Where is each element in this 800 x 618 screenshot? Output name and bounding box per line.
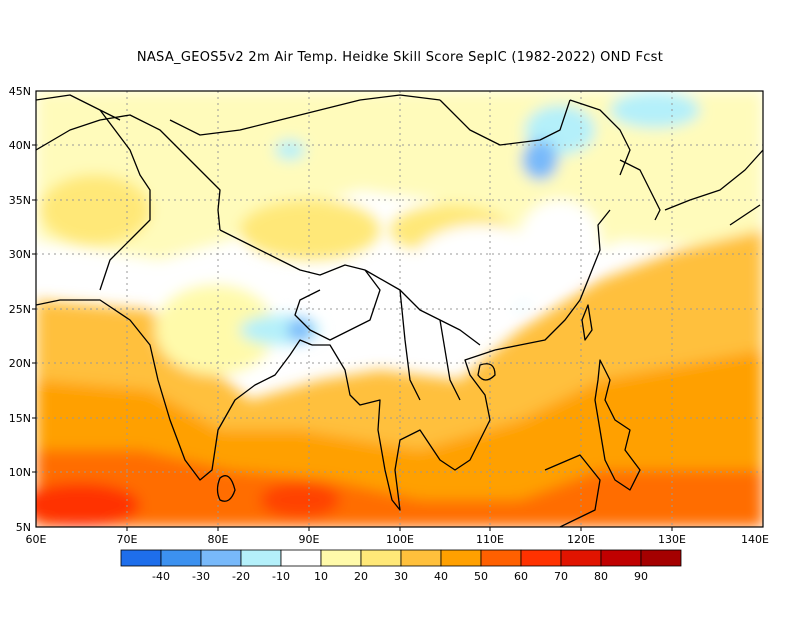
lat-label: 10N bbox=[9, 466, 31, 479]
colorbar-swatch bbox=[440, 549, 482, 567]
colorbar-swatch bbox=[600, 549, 642, 567]
lat-label: 35N bbox=[9, 194, 31, 207]
lon-label: 130E bbox=[658, 533, 686, 546]
colorbar-label: 60 bbox=[514, 570, 528, 583]
lon-label: 110E bbox=[476, 533, 504, 546]
colorbar-label: 80 bbox=[594, 570, 608, 583]
colorbar-swatch bbox=[360, 549, 402, 567]
colorbar-swatch bbox=[520, 549, 562, 567]
latitude-labels: 45N 40N 35N 30N 25N 20N 15N 10N 5N bbox=[9, 85, 31, 534]
lon-label: 120E bbox=[567, 533, 595, 546]
colorbar-label: -20 bbox=[232, 570, 250, 583]
colorbar-swatch bbox=[320, 549, 362, 567]
colorbar-swatch bbox=[400, 549, 442, 567]
lon-label: 80E bbox=[208, 533, 229, 546]
grid-lines bbox=[36, 91, 763, 527]
colorbar-label: -40 bbox=[152, 570, 170, 583]
colorbar-swatch bbox=[640, 549, 682, 567]
colorbar-label: -30 bbox=[192, 570, 210, 583]
lat-label: 25N bbox=[9, 303, 31, 316]
lon-label: 90E bbox=[299, 533, 320, 546]
colorbar-swatch bbox=[280, 549, 322, 567]
colorbar-label: 30 bbox=[394, 570, 408, 583]
colorbar-label: 40 bbox=[434, 570, 448, 583]
lat-label: 15N bbox=[9, 412, 31, 425]
colorbar-label: 10 bbox=[314, 570, 328, 583]
colorbar-swatch bbox=[480, 549, 522, 567]
colorbar-label: 50 bbox=[474, 570, 488, 583]
lat-label: 5N bbox=[16, 521, 31, 534]
colorbar-swatch bbox=[200, 549, 242, 567]
colorbar-swatch bbox=[240, 549, 282, 567]
colorbar-label: 20 bbox=[354, 570, 368, 583]
colorbar-label: -10 bbox=[272, 570, 290, 583]
longitude-labels: 60E 70E 80E 90E 100E 110E 120E 130E 140E bbox=[26, 533, 769, 546]
colorbar: -40 -30 -20 -10 10 20 30 40 50 60 70 80 90 bbox=[120, 549, 682, 583]
axis-ticks bbox=[32, 144, 673, 531]
lat-label: 20N bbox=[9, 357, 31, 370]
colorbar-label: 90 bbox=[634, 570, 648, 583]
coastlines-borders bbox=[36, 94, 763, 527]
colorbar-swatch bbox=[120, 549, 162, 567]
lon-label: 60E bbox=[26, 533, 47, 546]
lon-label: 100E bbox=[386, 533, 414, 546]
lat-label: 30N bbox=[9, 248, 31, 261]
lat-label: 40N bbox=[9, 139, 31, 152]
colorbar-label: 70 bbox=[554, 570, 568, 583]
lat-label: 45N bbox=[9, 85, 31, 98]
colorbar-swatch bbox=[160, 549, 202, 567]
map-title: NASA_GEOS5v2 2m Air Temp. Heidke Skill S… bbox=[136, 50, 664, 65]
lon-label: 70E bbox=[117, 533, 138, 546]
lon-label: 140E bbox=[741, 533, 769, 546]
colorbar-swatch bbox=[560, 549, 602, 567]
